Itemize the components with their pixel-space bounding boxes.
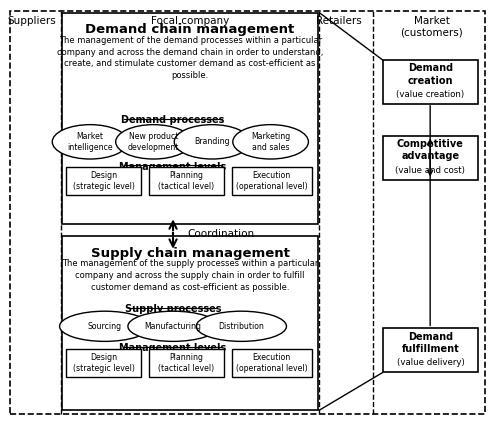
FancyBboxPatch shape: [149, 349, 224, 377]
Text: Supply chain management: Supply chain management: [91, 247, 289, 260]
Ellipse shape: [52, 124, 128, 159]
Text: Market
intelligence: Market intelligence: [67, 132, 113, 152]
Ellipse shape: [128, 311, 218, 341]
FancyBboxPatch shape: [232, 167, 312, 195]
Ellipse shape: [233, 124, 308, 159]
Text: The management of the supply processes within a particular
company and across th: The management of the supply processes w…: [62, 259, 318, 292]
Text: Execution
(operational level): Execution (operational level): [236, 353, 308, 373]
Ellipse shape: [60, 311, 150, 341]
Text: (value creation): (value creation): [396, 90, 464, 99]
Text: (value and cost): (value and cost): [396, 165, 465, 175]
FancyBboxPatch shape: [383, 60, 478, 104]
Text: Planning
(tactical level): Planning (tactical level): [159, 353, 214, 373]
Text: Planning
(tactical level): Planning (tactical level): [159, 171, 214, 191]
FancyBboxPatch shape: [232, 349, 312, 377]
FancyBboxPatch shape: [66, 349, 141, 377]
Ellipse shape: [116, 124, 191, 159]
Text: (value delivery): (value delivery): [397, 358, 464, 368]
Text: Coordination: Coordination: [188, 229, 255, 239]
FancyBboxPatch shape: [149, 167, 224, 195]
Text: New product
development: New product development: [128, 132, 179, 152]
Ellipse shape: [196, 311, 287, 341]
Text: Retailers: Retailers: [316, 16, 362, 26]
Text: Demand chain management: Demand chain management: [85, 23, 295, 36]
Text: Management levels: Management levels: [120, 162, 227, 171]
Text: Demand
creation: Demand creation: [408, 63, 453, 86]
Text: Market
(customers): Market (customers): [400, 16, 463, 38]
Text: Demand processes: Demand processes: [122, 116, 225, 125]
Text: Management levels: Management levels: [120, 343, 227, 353]
FancyBboxPatch shape: [62, 13, 319, 225]
FancyBboxPatch shape: [383, 135, 478, 179]
Text: The management of the demand processes within a particular
company and across th: The management of the demand processes w…: [57, 36, 323, 80]
Text: Focal company: Focal company: [151, 16, 229, 26]
Text: Competitive
advantage: Competitive advantage: [397, 139, 464, 161]
Text: Supply processes: Supply processes: [125, 304, 221, 314]
Ellipse shape: [174, 124, 250, 159]
Text: Sourcing: Sourcing: [87, 322, 122, 331]
FancyBboxPatch shape: [62, 236, 319, 410]
Text: Execution
(operational level): Execution (operational level): [236, 171, 308, 191]
Text: Design
(strategic level): Design (strategic level): [73, 353, 134, 373]
Text: Marketing
and sales: Marketing and sales: [251, 132, 290, 152]
Text: Demand
fulfillment: Demand fulfillment: [402, 332, 459, 354]
FancyBboxPatch shape: [383, 328, 478, 372]
Text: Suppliers: Suppliers: [7, 16, 56, 26]
Text: Manufacturing: Manufacturing: [145, 322, 202, 331]
FancyBboxPatch shape: [66, 167, 141, 195]
Text: Design
(strategic level): Design (strategic level): [73, 171, 134, 191]
Text: Distribution: Distribution: [218, 322, 264, 331]
Text: Branding: Branding: [194, 137, 230, 146]
